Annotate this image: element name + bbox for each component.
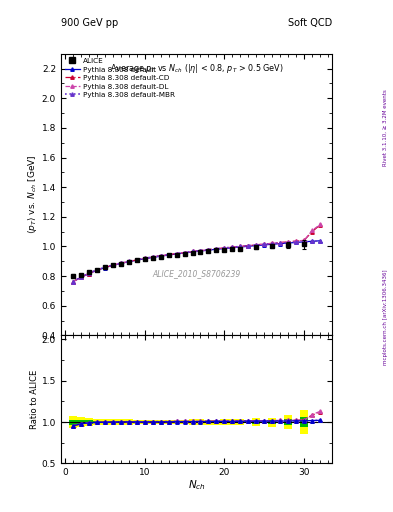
Text: Soft QCD: Soft QCD xyxy=(288,18,332,28)
X-axis label: $N_{ch}$: $N_{ch}$ xyxy=(187,479,206,493)
Text: 900 GeV pp: 900 GeV pp xyxy=(61,18,118,28)
Y-axis label: $\langle p_T \rangle$ vs. $N_{ch}$ [GeV]: $\langle p_T \rangle$ vs. $N_{ch}$ [GeV] xyxy=(26,155,39,234)
Text: mcplots.cern.ch [arXiv:1306.3436]: mcplots.cern.ch [arXiv:1306.3436] xyxy=(383,270,387,365)
Text: Rivet 3.1.10, ≥ 3.2M events: Rivet 3.1.10, ≥ 3.2M events xyxy=(383,90,387,166)
Text: ALICE_2010_S8706239: ALICE_2010_S8706239 xyxy=(152,269,241,278)
Text: Average $p_T$ vs $N_{ch}$ ($|\eta|$ < 0.8, $p_T$ > 0.5 GeV): Average $p_T$ vs $N_{ch}$ ($|\eta|$ < 0.… xyxy=(110,62,283,75)
Legend: ALICE, Pythia 8.308 default, Pythia 8.308 default-CD, Pythia 8.308 default-DL, P: ALICE, Pythia 8.308 default, Pythia 8.30… xyxy=(63,56,177,99)
Y-axis label: Ratio to ALICE: Ratio to ALICE xyxy=(30,370,39,429)
